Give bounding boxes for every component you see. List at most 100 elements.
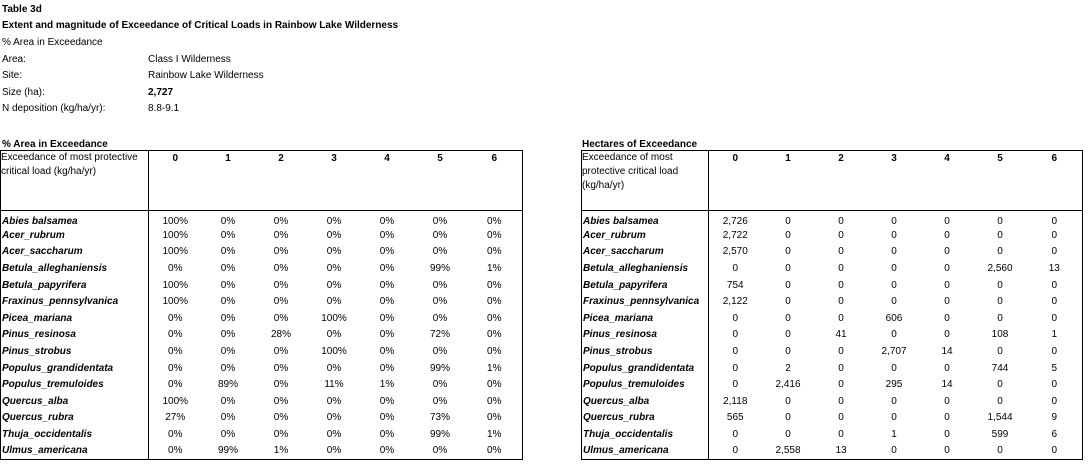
table-cell: 0% — [432, 246, 448, 258]
table-cell: 0% — [487, 296, 502, 308]
table-cell: 0% — [326, 296, 342, 308]
table-cell: 0 — [944, 445, 950, 457]
table-cell: 73% — [429, 412, 450, 424]
table-cell: 0% — [326, 279, 342, 291]
table-cell: 0 — [891, 395, 897, 407]
table-cell: 0 — [1051, 346, 1058, 358]
column-header: 2 — [278, 153, 284, 164]
table-row: Pinus_resinosa 0 0 41 0 0 108 1 — [581, 326, 1083, 344]
table-cell: 0 — [1051, 215, 1058, 227]
table-cell: 100% — [162, 246, 189, 258]
table-cell: 1,544 — [987, 412, 1013, 424]
table-cell: 0 — [732, 429, 739, 441]
table-cell: 0% — [220, 263, 236, 275]
table-row: Quercus_rubra 27% 0% 0% 0% 0% 73% 0% — [0, 409, 523, 427]
table-cell: 0 — [785, 263, 791, 275]
table-cell: 13 — [1048, 263, 1060, 275]
table-cell: 0 — [891, 229, 897, 241]
column-header: 4 — [944, 153, 950, 164]
table-cell: 0% — [487, 379, 502, 391]
table-cell: 0 — [732, 379, 739, 391]
species-name: Betula_alleghaniensis — [0, 260, 149, 277]
species-name: Pinus_strobus — [0, 343, 149, 360]
ha-exceedance-table: Exceedance of most protective critical l… — [581, 150, 1083, 460]
table-cell: 0% — [220, 395, 236, 407]
table-cell: 0% — [379, 215, 395, 227]
table-cell: 0% — [379, 329, 395, 341]
table-cell: 0% — [273, 279, 289, 291]
table-cell: 0% — [326, 229, 342, 241]
size-value: 2,727 — [148, 87, 174, 98]
table-cell: 0% — [168, 429, 183, 441]
table-cell: 100% — [162, 215, 189, 227]
table-cell: 100% — [321, 312, 347, 324]
table-cell: 0 — [732, 445, 739, 457]
species-name: Quercus_rubra — [0, 409, 149, 427]
table-cell: 0 — [838, 279, 844, 291]
table-cell: 0 — [785, 346, 791, 358]
table-row: Acer_rubrum 100% 0% 0% 0% 0% 0% 0% — [0, 227, 523, 244]
table-cell: 0 — [1051, 445, 1058, 457]
table-cell: 27% — [165, 412, 186, 424]
column-header: 3 — [331, 153, 337, 164]
table-cell: 0% — [432, 379, 448, 391]
table-cell: 0% — [432, 395, 448, 407]
table-cell: 0% — [220, 429, 236, 441]
table-cell: 108 — [991, 329, 1009, 341]
n-deposition-value: 8.8-9.1 — [148, 103, 180, 114]
table-cell: 0% — [487, 346, 502, 358]
table-cell: 0% — [273, 395, 289, 407]
table-cell: 0% — [432, 312, 448, 324]
species-name: Fraxinus_pennsylvanica — [581, 293, 709, 311]
species-name: Quercus_alba — [0, 393, 149, 410]
table-row: Populus_grandidentata 0% 0% 0% 0% 0% 99% 1% — [0, 359, 523, 377]
table-cell: 72% — [429, 329, 450, 341]
table-cell: 0 — [838, 362, 844, 374]
table-cell: 99% — [429, 429, 450, 441]
table-cell: 0 — [997, 246, 1003, 258]
table-cell: 0 — [891, 279, 897, 291]
table-cell: 0 — [891, 445, 897, 457]
table-cell: 0 — [997, 215, 1003, 227]
table-cell: 0% — [273, 362, 289, 374]
area-label: Area: — [2, 54, 26, 65]
table-row: Betula_alleghaniensis 0% 0% 0% 0% 0% 99% 1% — [0, 260, 523, 277]
table-cell: 0 — [944, 279, 950, 291]
table-row: Betula_papyrifera 754 0 0 0 0 0 0 — [581, 276, 1083, 294]
table-cell: 41 — [835, 329, 847, 341]
table-cell: 0 — [891, 215, 897, 227]
site-value: Rainbow Lake Wilderness — [148, 70, 264, 81]
table-cell: 0% — [326, 395, 342, 407]
species-name: Ulmus_americana — [0, 442, 149, 460]
table-cell: 0% — [326, 329, 342, 341]
table-cell: 0% — [220, 412, 236, 424]
table-cell: 0 — [838, 215, 844, 227]
table-cell: 2,726 — [722, 215, 748, 227]
species-name: Acer_rubrum — [581, 227, 709, 244]
column-header: 0 — [732, 153, 739, 164]
table-cell: 0% — [273, 312, 289, 324]
table-row: Quercus_rubra 565 0 0 0 0 1,544 9 — [581, 409, 1083, 427]
table-cell: 0% — [432, 296, 448, 308]
table-cell: 0% — [379, 279, 395, 291]
table-cell: 0 — [1051, 379, 1058, 391]
table-cell: 0 — [1051, 395, 1058, 407]
table-cell: 0% — [273, 246, 289, 258]
species-name: Thuja_occidentalis — [0, 426, 149, 443]
subtitle: % Area in Exceedance — [2, 37, 103, 48]
table-cell: 0% — [273, 429, 289, 441]
table-cell: 0% — [487, 412, 502, 424]
table-cell: 0% — [220, 362, 236, 374]
table-cell: 0 — [891, 263, 897, 275]
table-cell: 0 — [944, 296, 950, 308]
table-cell: 0% — [379, 445, 395, 457]
table-cell: 0 — [838, 379, 844, 391]
table-cell: 0 — [944, 215, 950, 227]
table-row: Populus_tremuloides 0 2,416 0 295 14 0 0 — [581, 376, 1083, 394]
n-deposition-label: N deposition (kg/ha/yr): — [2, 103, 106, 114]
table-cell: 0 — [838, 429, 844, 441]
exceedance-description: Exceedance of most protective critical l… — [0, 150, 149, 211]
table-cell: 0% — [220, 279, 236, 291]
table-cell: 0 — [838, 296, 844, 308]
table-cell: 0 — [732, 312, 739, 324]
